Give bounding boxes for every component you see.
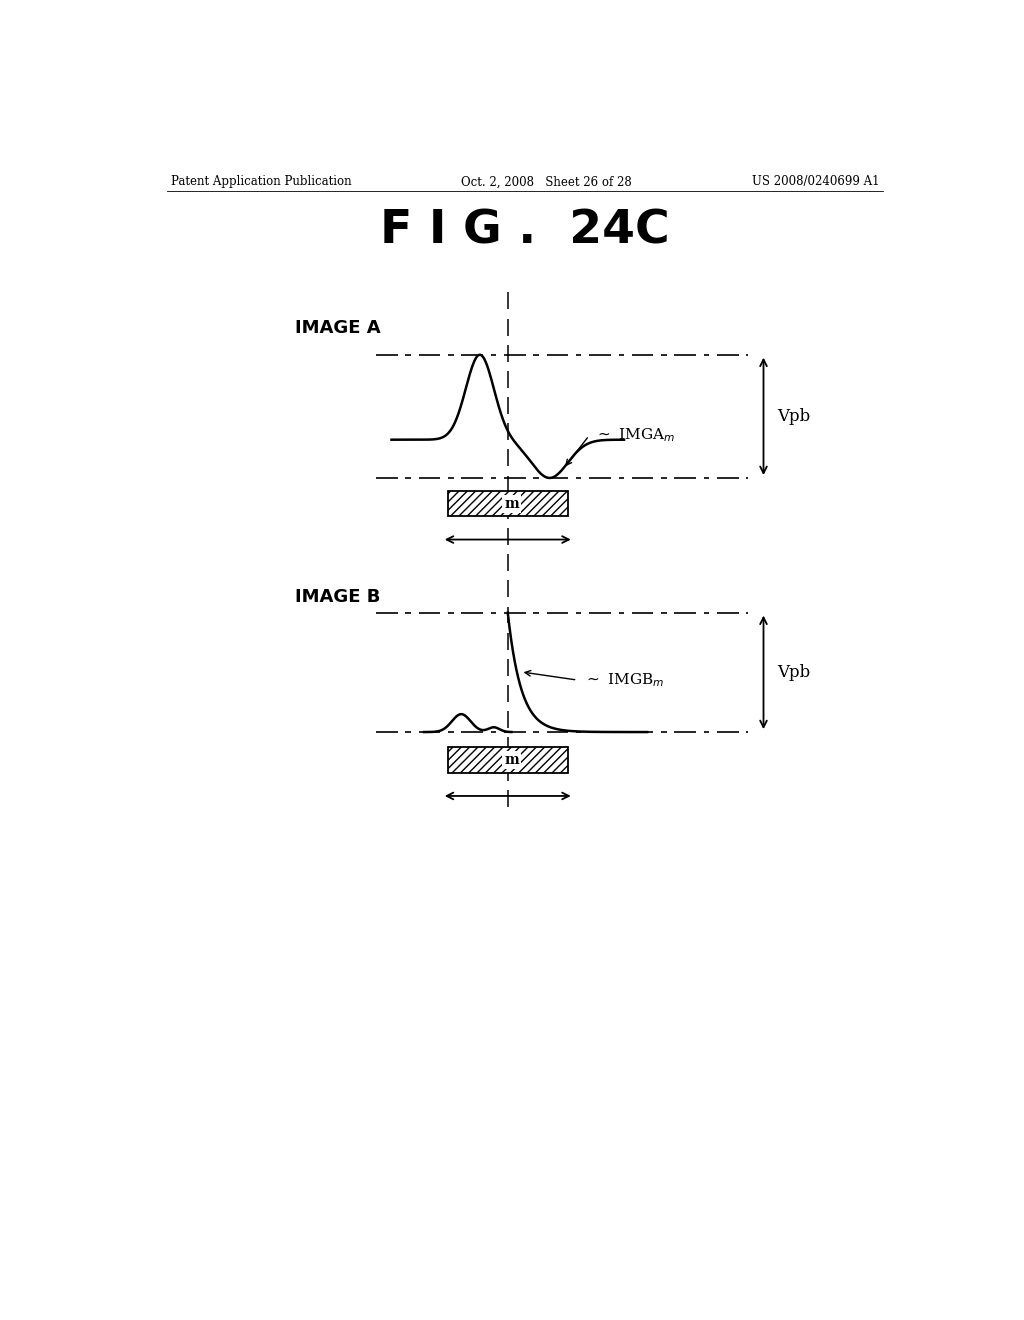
Text: $\sim$ IMGA$_m$: $\sim$ IMGA$_m$ <box>595 426 676 445</box>
Bar <box>447 491 568 516</box>
Bar <box>447 491 568 516</box>
Text: IMAGE B: IMAGE B <box>295 589 380 606</box>
Text: F I G .  24C: F I G . 24C <box>380 209 670 253</box>
Text: Patent Application Publication: Patent Application Publication <box>171 176 351 189</box>
Bar <box>447 747 568 774</box>
Text: m: m <box>504 754 519 767</box>
Text: m: m <box>504 496 519 511</box>
Text: Vpb: Vpb <box>777 664 811 681</box>
Text: $\sim$ IMGB$_m$: $\sim$ IMGB$_m$ <box>584 672 665 689</box>
Bar <box>447 747 568 774</box>
Text: Vpb: Vpb <box>777 408 811 425</box>
Text: US 2008/0240699 A1: US 2008/0240699 A1 <box>753 176 880 189</box>
Text: Oct. 2, 2008   Sheet 26 of 28: Oct. 2, 2008 Sheet 26 of 28 <box>461 176 632 189</box>
Text: IMAGE A: IMAGE A <box>295 319 380 337</box>
